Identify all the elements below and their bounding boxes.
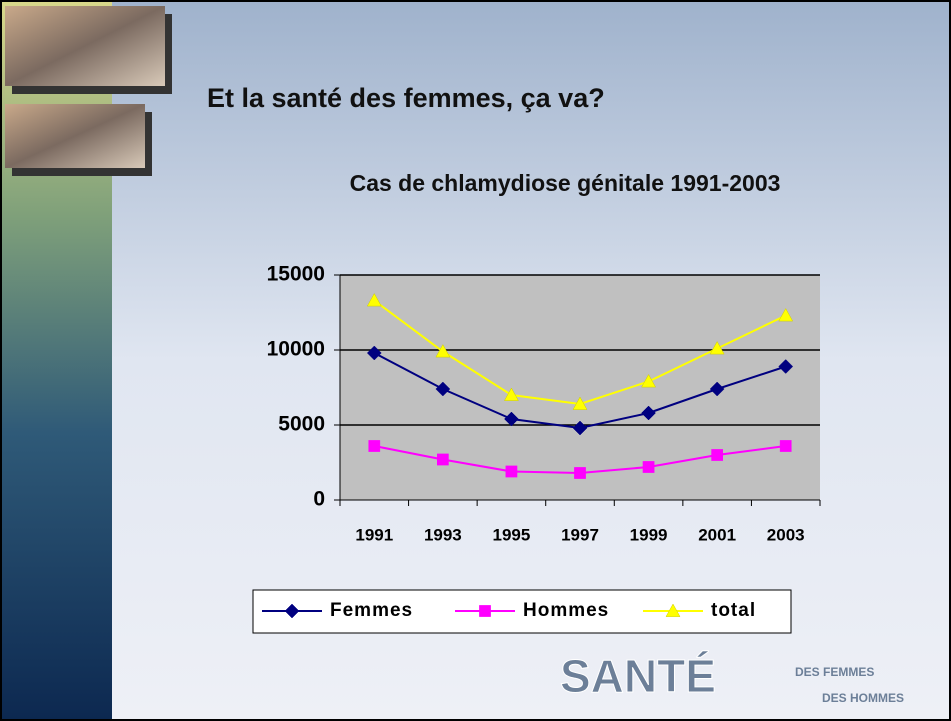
marker: [504, 411, 519, 427]
marker: [709, 340, 725, 355]
marker: [479, 605, 491, 617]
x-tick-label: 1995: [493, 525, 531, 544]
x-tick-label: 1993: [424, 525, 462, 544]
marker: [366, 292, 382, 307]
marker: [437, 453, 449, 466]
plot-area: [340, 275, 820, 500]
y-tick-label: 15000: [267, 263, 325, 286]
logo-main: SANTÉ: [560, 650, 716, 702]
x-tick-label: 1991: [355, 525, 393, 544]
marker: [504, 387, 519, 401]
x-tick-label: 2003: [767, 525, 805, 544]
photo: [5, 6, 165, 86]
legend-label: total: [711, 600, 756, 621]
marker: [366, 345, 382, 361]
marker: [778, 307, 794, 322]
marker: [505, 465, 518, 478]
marker: [778, 359, 794, 374]
marker: [284, 603, 300, 619]
x-tick-label: 2001: [698, 525, 736, 544]
legend-label: Femmes: [330, 600, 413, 621]
logo-line: DES HOMMES: [822, 691, 904, 705]
marker: [709, 381, 725, 397]
marker: [641, 373, 656, 388]
x-tick-label: 1997: [561, 525, 599, 544]
logo-line: DES FEMMES: [795, 665, 874, 679]
marker: [572, 396, 588, 410]
y-tick-label: 10000: [267, 338, 325, 361]
chart-title: Cas de chlamydiose génitale 1991-2003: [350, 170, 781, 196]
marker: [435, 343, 451, 358]
legend-label: Hommes: [523, 600, 609, 621]
marker: [641, 405, 656, 421]
marker: [665, 603, 681, 617]
marker: [572, 420, 588, 436]
marker: [574, 467, 586, 479]
marker: [642, 461, 655, 473]
x-tick-label: 1999: [630, 525, 668, 544]
marker: [435, 381, 451, 397]
y-tick-label: 0: [313, 488, 325, 511]
slide-title: Et la santé des femmes, ça va?: [207, 83, 605, 113]
marker: [368, 440, 381, 452]
y-tick-label: 5000: [278, 413, 325, 436]
marker: [779, 440, 792, 452]
marker: [711, 449, 723, 461]
photo: [5, 104, 145, 168]
